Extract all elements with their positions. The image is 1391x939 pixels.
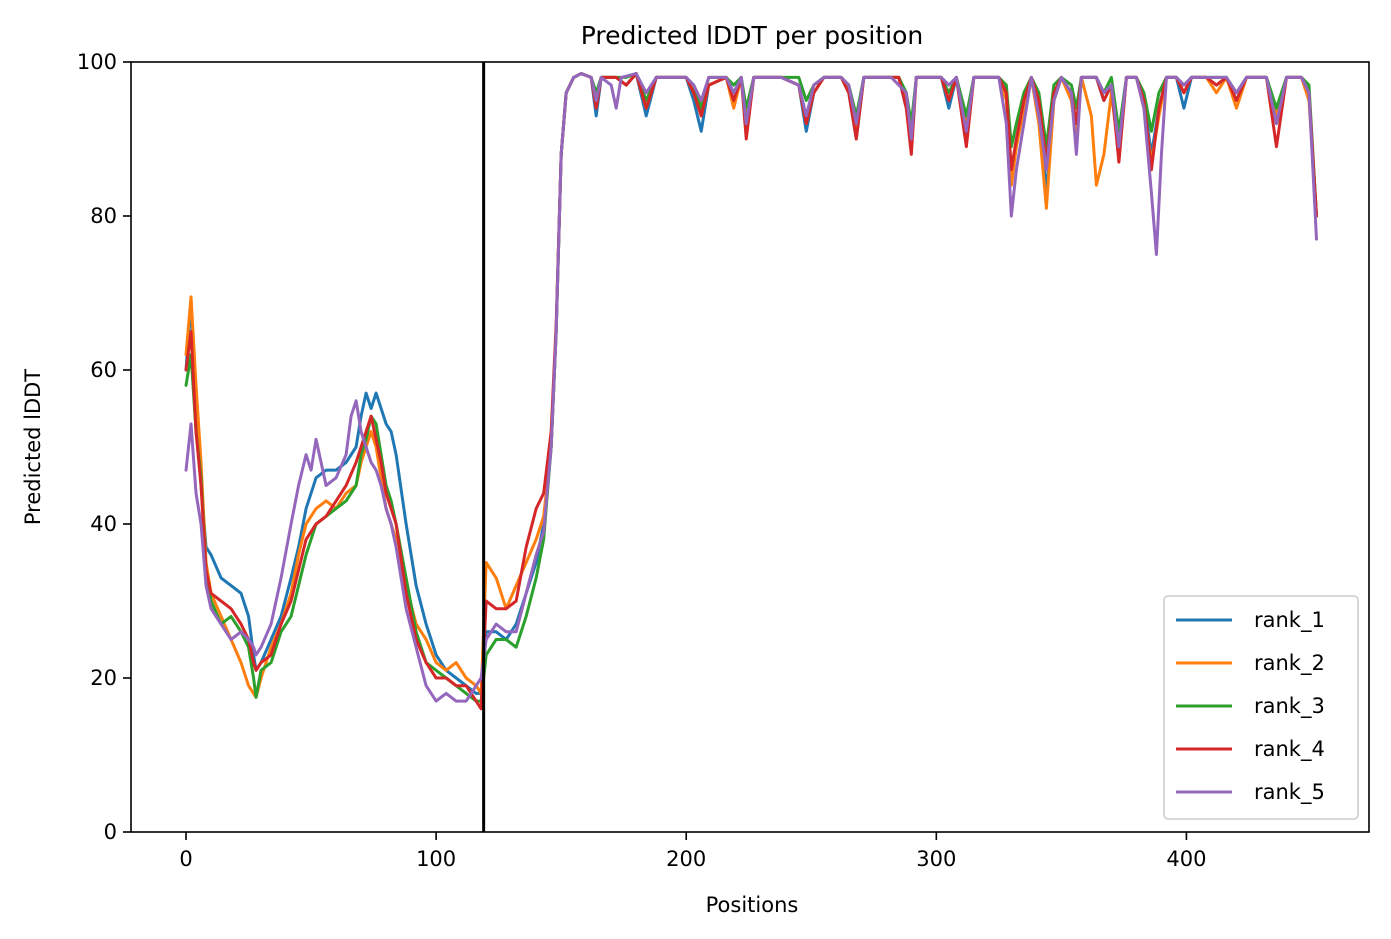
legend-label-rank-5: rank_5 (1254, 780, 1325, 805)
legend-box (1163, 595, 1359, 820)
y-tick-label: 80 (90, 204, 117, 228)
legend-label-rank-3: rank_3 (1254, 694, 1325, 719)
y-tick-label: 60 (90, 358, 117, 382)
x-tick-label: 400 (1166, 847, 1206, 871)
series-line-rank-5 (184, 72, 1318, 703)
x-tick-label: 200 (666, 847, 706, 871)
x-tick-label: 0 (179, 847, 192, 871)
legend-label-rank-1: rank_1 (1254, 608, 1325, 633)
y-tick-label: 20 (90, 666, 117, 690)
y-axis: 0 20 40 60 80 100 (77, 50, 131, 844)
plot-area (131, 62, 1369, 832)
plot-frame (130, 61, 1370, 833)
y-axis-label: Predicted lDDT (21, 369, 45, 525)
x-axis-label: Positions (706, 893, 799, 917)
y-tick-label: 100 (77, 50, 117, 74)
legend-label-rank-2: rank_2 (1254, 651, 1325, 676)
chart-title: Predicted lDDT per position (581, 21, 923, 50)
y-tick-label: 40 (90, 512, 117, 536)
x-tick-label: 100 (416, 847, 456, 871)
legend: rank_1 rank_2 rank_3 rank_4 rank_5 (1163, 595, 1359, 820)
x-tick-label: 300 (916, 847, 956, 871)
x-axis: 0 100 200 300 400 (179, 832, 1206, 871)
legend-label-rank-4: rank_4 (1254, 737, 1325, 762)
series-layer (184, 72, 1318, 711)
y-tick-label: 0 (104, 820, 117, 844)
